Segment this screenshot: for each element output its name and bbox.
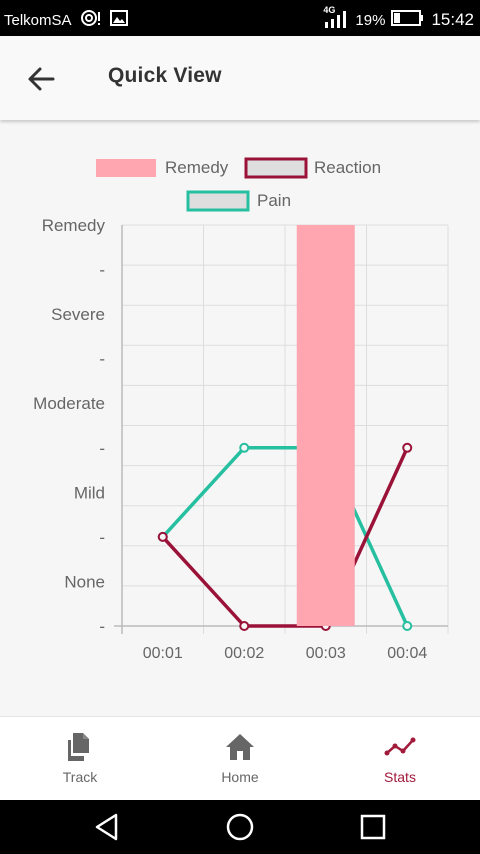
page-title: Quick View [108,64,222,87]
data-point-reaction [239,621,250,631]
y-tick-label: - [99,439,105,458]
data-point-reaction [157,531,168,542]
y-tick-label: Moderate [33,394,105,413]
system-home-button[interactable] [225,812,255,842]
legend-swatch-reaction [244,157,308,179]
legend-swatch-remedy [96,159,156,177]
signal-icon: 4G [323,5,349,29]
legend-label-remedy: Remedy [165,158,229,177]
x-tick-label: 00:03 [306,645,346,662]
x-tick-label: 00:02 [224,645,264,662]
y-tick-label: - [99,528,105,547]
arrow-left-icon [28,67,55,91]
clock: 15:42 [431,10,474,29]
app-bar: Quick View [0,36,480,120]
y-tick-label: - [99,261,105,280]
gallery-icon [109,9,128,31]
nav-track[interactable]: Track [0,717,160,801]
battery-percent: 19% [355,11,386,29]
x-tick-label: 00:01 [143,645,183,662]
back-triangle-icon [95,813,118,841]
legend-swatch-pain [186,190,250,212]
y-tick-label: Remedy [42,216,106,235]
system-nav-bar [0,800,480,854]
system-back-button[interactable] [92,812,122,842]
documents-icon [68,733,89,761]
y-tick-label: Severe [51,305,105,324]
y-tick-label: - [99,617,105,636]
y-tick-label: Mild [74,483,105,502]
legend-label-pain: Pain [257,191,291,210]
trend-line-icon [384,737,416,756]
quick-view-chart: Remedy Reaction Pain - None - Mild - Moderate - Se… [33,157,449,662]
x-tick-label: 00:04 [387,645,427,662]
legend-label-reaction: Reaction [314,158,381,177]
carrier-name: TelkomSA [4,11,72,29]
nav-home-label: Home [221,769,259,785]
status-bar: TelkomSA 4G 19% 15:42 [0,0,480,36]
y-tick-label: None [64,572,105,591]
back-button[interactable] [26,64,56,94]
data-point-pain [402,621,413,631]
recents-square-icon [360,814,386,840]
home-icon [226,734,254,760]
battery-icon [391,9,425,31]
hotspot-icon [80,9,102,31]
data-point-reaction [402,442,413,453]
nav-track-label: Track [62,769,98,785]
nav-home[interactable]: Home [160,717,320,801]
home-circle-icon [226,813,254,841]
chart-area: Remedy Reaction Pain - None - Mild - Moderate - Se… [0,145,480,675]
nav-stats-label: Stats [384,769,416,785]
bar-remedy [296,225,355,626]
network-type: 4G [323,5,336,15]
bottom-nav: Track Home Stats [0,716,480,801]
series-line-reaction [161,447,409,628]
system-recents-button[interactable] [358,812,388,842]
data-point-pain [239,442,250,453]
y-tick-label: - [99,350,105,369]
nav-stats[interactable]: Stats [320,717,480,801]
